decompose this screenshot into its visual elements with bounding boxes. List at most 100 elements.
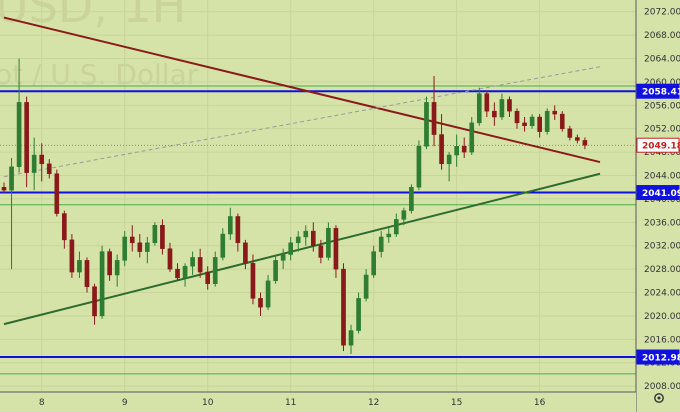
candle-body: [552, 110, 558, 115]
trendline-resistance: [3, 16, 601, 164]
candle-body: [348, 330, 354, 346]
price-badge: [636, 137, 680, 153]
candle-body: [69, 239, 75, 273]
price-tick-label: 2024.00: [644, 289, 680, 299]
watermark-line-1: USD, 1H: [0, 0, 186, 33]
gear-icon[interactable]: [654, 393, 664, 403]
candle-body: [92, 286, 97, 317]
candle-body: [529, 116, 535, 127]
candle-body: [129, 236, 135, 244]
candle-body: [212, 257, 218, 285]
time-tick-label: 15: [451, 398, 462, 408]
candle-body: [107, 251, 112, 276]
candle-body: [401, 210, 407, 220]
price-tick-label: 2028.00: [644, 265, 680, 275]
candle-body: [31, 154, 37, 173]
price-tick-label: 2008.00: [644, 382, 680, 392]
candle-body: [544, 110, 550, 132]
price-tick-label: 2056.00: [644, 101, 680, 111]
price-tick-label: 2064.00: [644, 55, 680, 65]
candle-body: [371, 251, 376, 276]
candle-body: [182, 265, 188, 279]
price-tick-label: 2060.00: [644, 78, 680, 88]
price-axis[interactable]: 2008.002012.002016.002020.002024.002028.…: [635, 0, 680, 412]
candle-body: [424, 102, 429, 147]
candle-body: [476, 93, 482, 124]
price-badges: 2058.41 2041.09 2012.98 2049.18: [636, 83, 680, 365]
candle-body: [243, 242, 248, 264]
candle-body: [228, 216, 233, 235]
candle-body: [152, 225, 158, 244]
candle-body: [318, 245, 324, 258]
candle-body: [461, 146, 467, 153]
candle-body: [446, 154, 452, 165]
candle-body: [416, 146, 422, 188]
watermark: USD, 1H ot / U.S. Dollar: [0, 0, 199, 91]
candle-body: [567, 128, 573, 138]
trendline-channel: [3, 66, 601, 178]
candle-body: [333, 227, 339, 270]
candle-body: [393, 219, 399, 235]
candle-body: [454, 146, 459, 156]
candle-body: [235, 216, 241, 244]
candle-body: [77, 260, 82, 273]
price-tick-label: 2032.00: [644, 242, 680, 252]
candle-body: [507, 99, 512, 112]
candle-body: [469, 122, 475, 153]
candle-body: [522, 122, 527, 127]
candle-body: [99, 251, 105, 317]
candle-body: [258, 298, 263, 308]
watermark-line-2: ot / U.S. Dollar: [0, 58, 199, 91]
candles: [1, 58, 588, 354]
price-badge: [636, 349, 680, 365]
candle-body: [39, 154, 45, 165]
price-tick-label: 2072.00: [644, 8, 680, 18]
price-badge-label: 2058.41: [642, 88, 680, 98]
candle-body: [273, 260, 278, 282]
candle-body: [356, 298, 361, 331]
candle-body: [250, 263, 256, 299]
candle-body: [492, 110, 497, 118]
candle-body: [484, 93, 490, 112]
candle-body: [431, 102, 437, 135]
candle-body: [575, 137, 580, 141]
candle-body: [205, 271, 211, 285]
time-axis[interactable]: 8 9 10 11 12 15 16: [0, 391, 636, 412]
candle-body: [16, 102, 22, 167]
price-badge-label: 2049.18: [642, 142, 680, 152]
time-tick-label: 8: [39, 398, 45, 408]
candle-body: [439, 134, 444, 165]
candle-body: [46, 163, 52, 175]
price-tick-label: 2020.00: [644, 312, 680, 322]
time-tick-label: 10: [202, 398, 214, 408]
candle-body: [265, 280, 271, 308]
candle-body: [220, 233, 226, 258]
time-tick-label: 11: [285, 398, 296, 408]
candle-body: [363, 274, 369, 299]
time-axis-background: [0, 392, 636, 412]
time-tick-label: 9: [122, 398, 128, 408]
candle-body: [280, 254, 286, 261]
candle-body: [1, 186, 7, 191]
candle-body: [326, 227, 331, 258]
candle-body: [409, 186, 414, 211]
price-badge-label: 2041.09: [642, 189, 680, 199]
price-tick-label: 2036.00: [644, 218, 680, 228]
levels: [0, 85, 680, 375]
candle-body: [386, 233, 392, 238]
candle-body: [288, 242, 294, 255]
candle-body: [54, 173, 60, 214]
candle-body: [310, 230, 316, 246]
price-tick-label: 2052.00: [644, 125, 680, 135]
candle-body: [378, 236, 384, 252]
candle-body: [62, 213, 67, 241]
candle-body: [197, 257, 203, 273]
price-axis-background: [636, 0, 680, 412]
candle-body: [160, 225, 165, 249]
candle-body: [499, 99, 505, 118]
candle-body: [145, 242, 150, 252]
candle-body: [341, 268, 346, 346]
